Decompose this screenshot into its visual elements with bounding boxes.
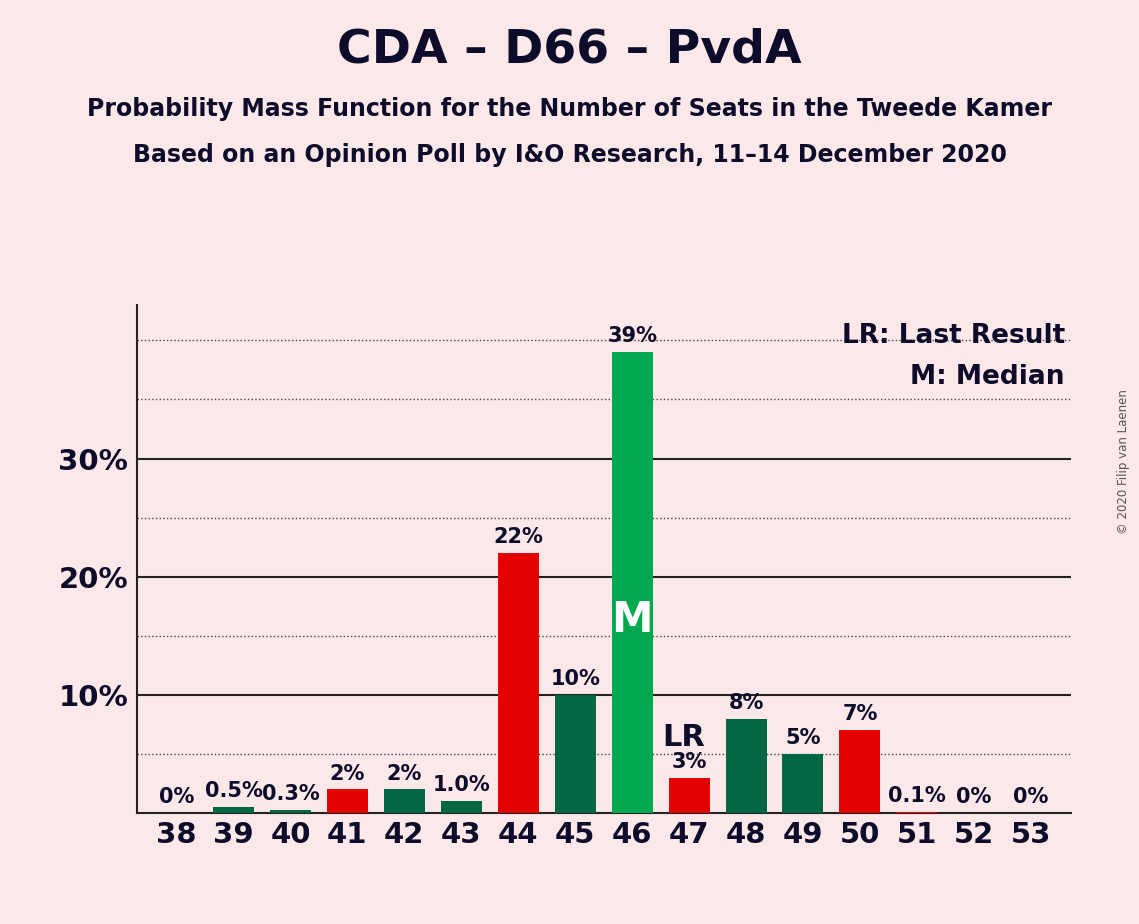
Text: 0.1%: 0.1% xyxy=(888,786,945,806)
Text: 2%: 2% xyxy=(329,763,366,784)
Text: 0%: 0% xyxy=(158,787,195,808)
Text: 1.0%: 1.0% xyxy=(433,775,490,796)
Text: M: Median: M: Median xyxy=(910,364,1065,390)
Text: 0.5%: 0.5% xyxy=(205,782,262,801)
Bar xyxy=(839,730,880,813)
Bar xyxy=(327,789,368,813)
Text: 3%: 3% xyxy=(671,752,707,772)
Text: 7%: 7% xyxy=(842,704,878,724)
Bar xyxy=(441,801,482,813)
Text: Based on an Opinion Poll by I&O Research, 11–14 December 2020: Based on an Opinion Poll by I&O Research… xyxy=(132,143,1007,167)
Text: CDA – D66 – PvdA: CDA – D66 – PvdA xyxy=(337,28,802,73)
Bar xyxy=(555,695,596,813)
Text: © 2020 Filip van Laenen: © 2020 Filip van Laenen xyxy=(1117,390,1130,534)
Bar xyxy=(726,719,767,813)
Text: 0.3%: 0.3% xyxy=(262,784,319,804)
Bar xyxy=(213,808,254,813)
Bar xyxy=(612,352,653,813)
Text: 0%: 0% xyxy=(1013,787,1049,808)
Text: 8%: 8% xyxy=(728,693,764,712)
Text: 10%: 10% xyxy=(550,669,600,689)
Text: 0%: 0% xyxy=(956,787,992,808)
Text: LR: LR xyxy=(662,723,705,751)
Bar xyxy=(270,809,311,813)
Bar xyxy=(896,812,937,813)
Text: LR: Last Result: LR: Last Result xyxy=(842,322,1065,348)
Text: M: M xyxy=(612,599,653,640)
Bar xyxy=(384,789,425,813)
Text: Probability Mass Function for the Number of Seats in the Tweede Kamer: Probability Mass Function for the Number… xyxy=(87,97,1052,121)
Text: 2%: 2% xyxy=(386,763,423,784)
Bar xyxy=(782,754,823,813)
Bar xyxy=(498,553,539,813)
Bar xyxy=(669,778,710,813)
Text: 39%: 39% xyxy=(607,326,657,346)
Text: 5%: 5% xyxy=(785,728,821,748)
Text: 22%: 22% xyxy=(493,528,543,547)
